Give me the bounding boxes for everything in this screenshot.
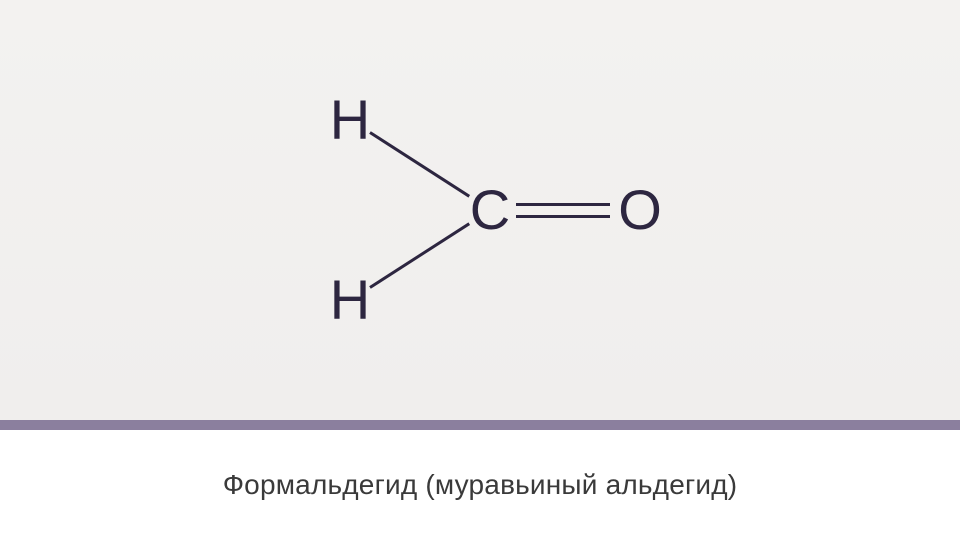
atom-label: O: [618, 182, 662, 238]
divider-bar: [0, 420, 960, 430]
atom-label: H: [330, 272, 370, 328]
figure-panel: H H C O: [0, 0, 960, 420]
single-bond: [369, 132, 470, 199]
atom-label: H: [330, 92, 370, 148]
molecule-diagram: H H C O: [270, 60, 690, 360]
caption-text: Формальдегид (муравьиный альдегид): [223, 469, 738, 501]
single-bond: [369, 222, 470, 289]
caption-panel: Формальдегид (муравьиный альдегид): [0, 430, 960, 540]
atom-label: C: [470, 182, 510, 238]
